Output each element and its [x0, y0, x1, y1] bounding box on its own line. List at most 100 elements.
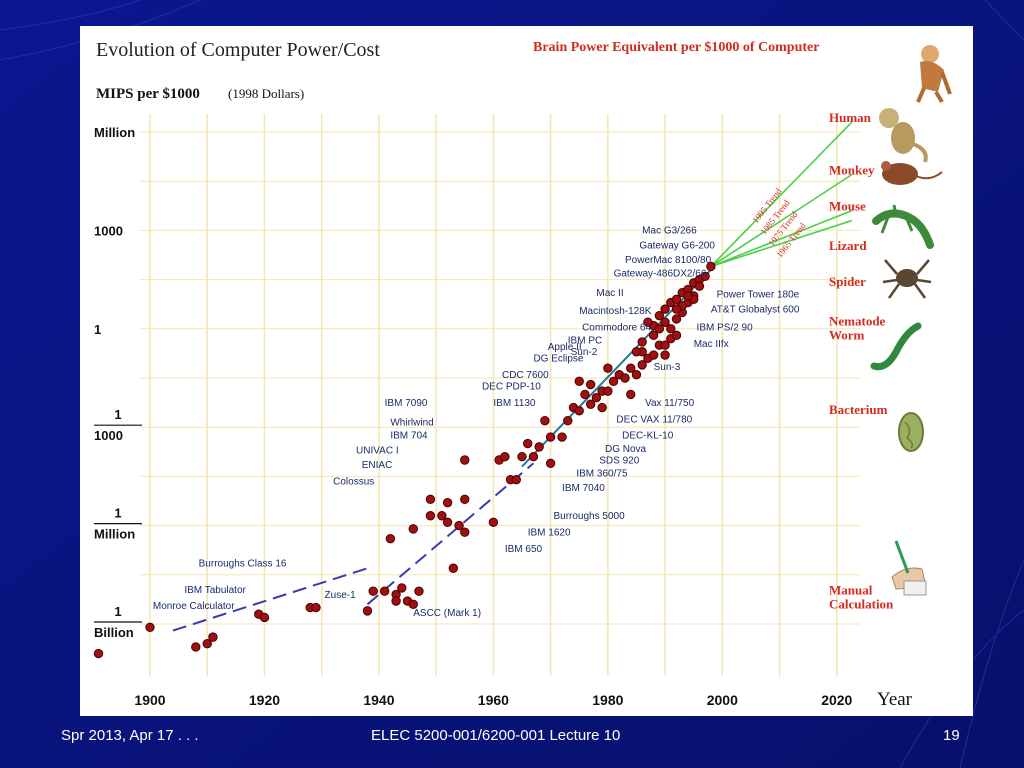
bacterium-icon — [898, 412, 924, 452]
data-point — [93, 648, 104, 659]
computer-label: IBM 7090 — [385, 398, 428, 409]
data-point — [700, 271, 710, 282]
brain-level-label: Calculation — [829, 596, 894, 611]
data-point — [626, 363, 636, 373]
brain-level-label: Mouse — [829, 199, 866, 214]
brain-level-label: Nematode — [829, 314, 886, 329]
data-point — [442, 517, 453, 528]
brain-level-label: Monkey — [829, 163, 875, 178]
data-point — [488, 517, 499, 528]
y-tick-label: Million — [94, 125, 135, 140]
data-point — [603, 363, 613, 373]
human-icon — [916, 45, 952, 104]
data-point — [585, 399, 596, 409]
data-point — [500, 452, 510, 462]
y-tick-label-denominator: Billion — [94, 625, 134, 640]
data-point — [425, 511, 436, 521]
data-point — [603, 386, 613, 396]
computer-label: Mac II — [596, 288, 623, 299]
data-point — [454, 520, 464, 531]
data-point — [648, 350, 659, 360]
computer-label: Sun-2 — [571, 347, 598, 358]
computer-label: Power Tower 180e — [717, 290, 800, 301]
mouse-icon — [881, 161, 943, 185]
computer-label: Whirlwind — [390, 418, 433, 429]
x-tick-label: 2020 — [821, 692, 852, 708]
computer-label: Mac G3/266 — [642, 226, 697, 237]
data-point — [208, 632, 218, 642]
data-point — [191, 642, 201, 652]
computer-label: IBM 650 — [505, 544, 543, 555]
computer-label: IBM 1620 — [528, 527, 571, 538]
footer-course: ELEC 5200-001/6200-001 Lecture 10 — [371, 727, 621, 744]
x-axis-title: Year — [877, 689, 913, 710]
computer-label: Apple II — [548, 342, 582, 353]
fitted-trend-segment — [172, 567, 368, 632]
data-point — [643, 317, 653, 327]
data-point — [694, 281, 705, 291]
brain-trend-line — [710, 173, 853, 268]
data-point — [637, 337, 647, 347]
data-point — [666, 324, 676, 334]
data-point — [671, 294, 682, 304]
brain-trend-line — [710, 219, 853, 268]
x-tick-label: 1980 — [592, 692, 623, 708]
computer-label: UNIVAC I — [356, 445, 399, 456]
computer-label: IBM 704 — [390, 431, 428, 442]
monkey-icon — [879, 108, 928, 163]
data-point — [425, 494, 436, 505]
x-tick-label: 1960 — [478, 692, 509, 708]
computer-label: SDS 920 — [599, 455, 639, 466]
computer-label: Monroe Calculator — [153, 601, 235, 612]
computer-label: Colossus — [333, 477, 374, 488]
computer-label: Burroughs 5000 — [553, 511, 625, 522]
data-point — [311, 602, 321, 613]
data-point — [408, 599, 418, 610]
data-point — [671, 314, 682, 324]
computer-label: IBM Tabulator — [184, 585, 246, 596]
brain-level-label: Human — [829, 110, 872, 125]
chart-panel: 1995 Trend 1985 Trend 1975 Trend 1965 Trend… — [80, 26, 973, 716]
computer-label: ENIAC — [362, 460, 393, 471]
data-point — [545, 432, 556, 442]
data-point — [574, 376, 584, 386]
chart-title: Evolution of Computer Power/Cost — [96, 39, 380, 61]
footer-date: Spr 2013, Apr 17 . . . — [61, 727, 199, 744]
data-point — [460, 494, 470, 505]
data-point — [580, 389, 590, 400]
brain-level-label: Manual — [829, 582, 873, 597]
data-point — [414, 586, 424, 596]
computer-label: Commodore 64 — [582, 322, 651, 333]
computer-label: DG Eclipse — [533, 354, 583, 365]
brain-level-label: Worm — [829, 328, 865, 343]
data-point — [511, 474, 521, 485]
y-tick-label-numerator: 1 — [114, 604, 121, 619]
data-point — [259, 612, 270, 623]
page-number: 19 — [943, 727, 960, 744]
computer-label: ASCC (Mark 1) — [413, 608, 481, 619]
computer-label: DEC-KL-10 — [622, 431, 674, 442]
computer-label: IBM PS/2 90 — [697, 322, 754, 333]
data-point — [671, 330, 682, 341]
data-point — [660, 304, 670, 314]
data-point — [385, 534, 396, 544]
computer-label: Sun-3 — [654, 362, 681, 373]
data-point — [585, 379, 596, 390]
y-axis-note: (1998 Dollars) — [228, 86, 304, 101]
computer-label: DEC VAX 11/780 — [616, 414, 692, 425]
data-point — [437, 511, 447, 521]
spider-icon — [882, 259, 932, 299]
data-point — [379, 586, 390, 596]
computer-label: IBM 1130 — [493, 398, 535, 409]
y-tick-label: 1000 — [94, 223, 123, 238]
data-point — [654, 324, 665, 334]
y-axis-title: MIPS per $1000 — [96, 86, 200, 102]
data-point — [574, 406, 584, 416]
data-point — [706, 261, 716, 272]
brain-level-label: Bacterium — [829, 402, 888, 417]
computer-label: CDC 7600 — [502, 370, 549, 381]
data-point — [648, 330, 659, 341]
data-point — [660, 317, 670, 327]
computer-label: Mac IIfx — [694, 339, 729, 350]
x-tick-label: 1900 — [134, 692, 165, 708]
